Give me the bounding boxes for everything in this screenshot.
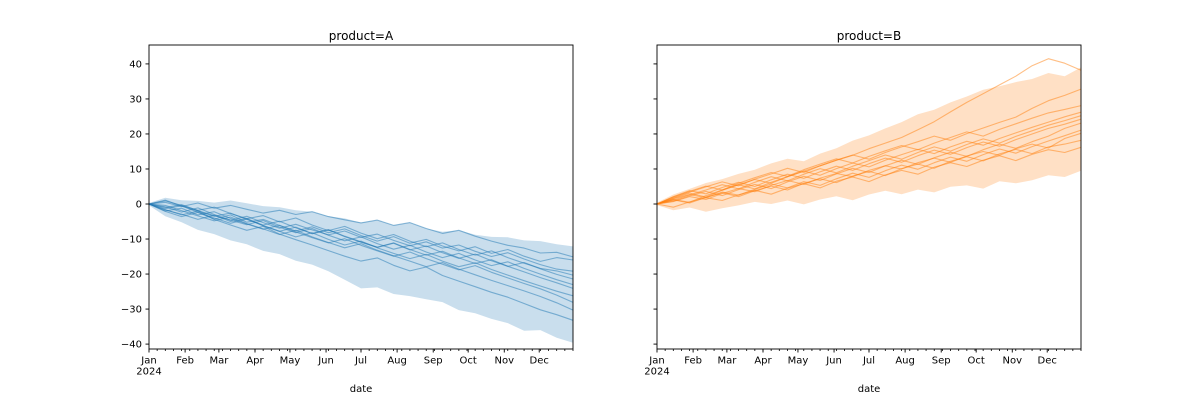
x-tick-label: Aug [387, 356, 407, 367]
x-tick-label: Dec [1038, 356, 1057, 367]
series-line-unit-04 [148, 200, 574, 276]
series-line-unit-09 [656, 105, 1082, 205]
series-line-unit-09 [148, 203, 574, 303]
series-line-unit-07 [148, 199, 574, 289]
y-tick-label: 0 [136, 200, 142, 211]
series-line-unit-11 [656, 58, 1082, 205]
x-tick-label: Apr [754, 356, 772, 367]
y-tick-label: −40 [121, 340, 142, 351]
x-tick-label: Jul [354, 356, 367, 367]
y-tick-label: 30 [129, 94, 142, 105]
panel-a-xaxis-label: date [350, 384, 373, 395]
y-tick-label: 20 [129, 129, 142, 140]
x-tick-label: Nov [1003, 356, 1023, 367]
series-line-unit-10 [148, 203, 574, 311]
x-tick-label: Aug [895, 356, 915, 367]
series-line-unit-06 [148, 203, 574, 286]
y-tick-label: 10 [129, 164, 142, 175]
x-tick-label: Jan [140, 356, 156, 367]
x-tick-label: Jan [648, 356, 664, 367]
series-line-unit-11 [148, 203, 574, 321]
x-year-label: 2024 [644, 367, 669, 378]
x-tick-label: Oct [968, 356, 985, 367]
x-tick-label: Sep [424, 356, 443, 367]
x-tick-label: May [280, 356, 301, 367]
x-tick-label: Mar [717, 356, 737, 367]
x-tick-label: Feb [684, 356, 702, 367]
series-line-unit-01 [656, 146, 1082, 208]
series-line-unit-01 [148, 201, 574, 258]
y-tick-label: −20 [121, 270, 142, 281]
minmax-band [149, 197, 573, 343]
panel-b-title: product=B [837, 29, 901, 43]
x-tick-label: Oct [460, 356, 477, 367]
x-tick-label: Mar [209, 356, 229, 367]
x-tick-label: Dec [530, 356, 549, 367]
x-tick-label: Jun [317, 356, 334, 367]
y-tick-label: −10 [121, 235, 142, 246]
x-tick-label: May [788, 356, 809, 367]
x-tick-label: Jul [862, 356, 875, 367]
series-line-unit-07 [656, 115, 1082, 205]
series-line-unit-05 [656, 122, 1082, 205]
x-tick-label: Jun [825, 356, 842, 367]
y-tick-label: −30 [121, 305, 142, 316]
series-line-unit-03 [656, 132, 1082, 205]
x-tick-label: Sep [932, 356, 951, 367]
x-tick-label: Feb [176, 356, 194, 367]
x-year-label: 2024 [136, 367, 161, 378]
panel-a-title: product=A [329, 29, 394, 43]
panel-b-xaxis-label: date [858, 384, 881, 395]
x-tick-label: Nov [495, 356, 515, 367]
x-tick-label: Apr [246, 356, 264, 367]
series-line-unit-10 [656, 88, 1082, 205]
y-tick-label: 40 [129, 59, 142, 70]
